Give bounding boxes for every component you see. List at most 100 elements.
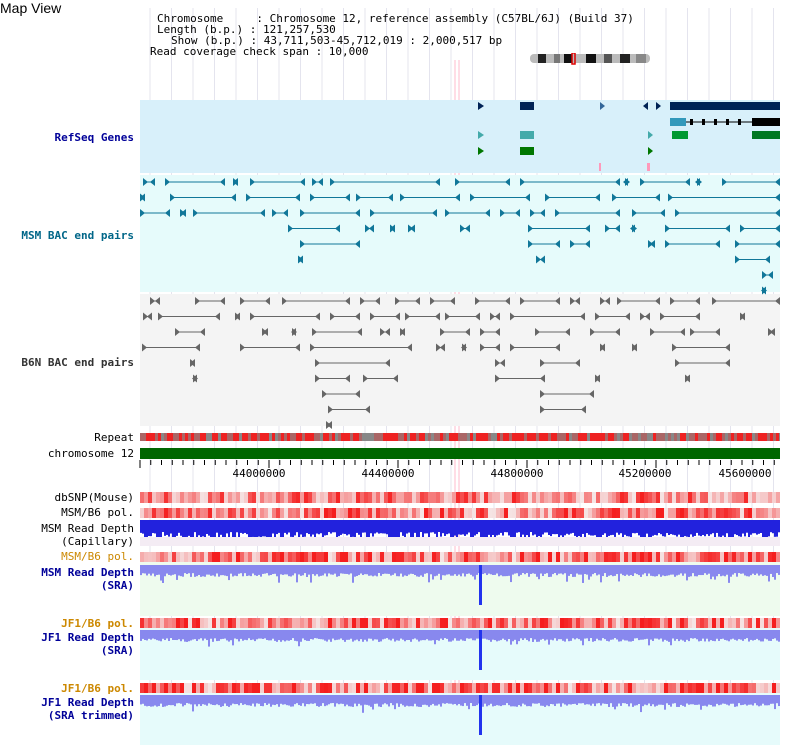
msm-sra-depth-bar [626, 565, 628, 575]
msm-sra-depth-bar [238, 565, 240, 574]
label-jf1-b6-pol[interactable]: JF1/B6 pol. [61, 617, 134, 630]
b6n-bac-pair [330, 312, 335, 321]
axis-tick-label: 44800000 [490, 467, 544, 480]
jf1-trimmed-depth-bar [644, 695, 646, 705]
label-b6n-bac[interactable]: B6N BAC end pairs [21, 356, 134, 369]
jf1-b6-pol-cell [164, 618, 168, 628]
msm-b6-pol-cell [240, 508, 244, 518]
label-jf1-b6-pol-2[interactable]: JF1/B6 pol. [61, 682, 134, 695]
dbsnp-cell [736, 492, 740, 503]
dbsnp-cell [684, 492, 688, 503]
repeat-block [302, 433, 305, 441]
chromosome-ideogram[interactable] [528, 53, 654, 65]
jf1-b6-pol-cell [616, 618, 620, 628]
msm-bac-pair [612, 193, 617, 202]
msm-capillary-depth-bar [208, 520, 210, 536]
label-msm-read-depth-sra[interactable]: MSM Read Depth [41, 566, 134, 579]
jf1-trimmed-depth-bar [598, 695, 600, 704]
msm-sra-depth-bar [754, 565, 756, 576]
jf1-trimmed-depth-bar [578, 695, 580, 704]
b6n-bac-pair [480, 328, 485, 336]
msm-b6-pol-cell [564, 508, 568, 518]
b6n-bac-pair [315, 312, 320, 321]
jf1-b6-pol-cell [184, 618, 188, 628]
dbsnp-cell [272, 492, 276, 503]
dbsnp-cell [532, 492, 536, 503]
msm-bac-pair [585, 240, 590, 248]
gene-feature [670, 118, 686, 126]
label-msm-bac[interactable]: MSM BAC end pairs [21, 229, 134, 242]
msm-capillary-depth-bar [702, 520, 704, 535]
label-repeat[interactable]: Repeat [94, 431, 134, 444]
msm-b6-pol-cell [656, 552, 660, 562]
msm-bac-pair [460, 224, 465, 233]
jf1-b6-pol-cell [752, 618, 756, 628]
msm-bac-pair [623, 178, 628, 186]
msm-capillary-depth-bar [678, 520, 680, 535]
label-chromosome[interactable]: chromosome 12 [47, 447, 134, 460]
msm-b6-pol-cell [448, 508, 452, 518]
repeat-block [605, 433, 608, 441]
repeat-block [170, 433, 173, 441]
msm-b6-pol-cell [436, 552, 440, 562]
jf1-trimmed-depth-bar [714, 695, 716, 707]
msm-capillary-depth-bar [248, 520, 250, 540]
jf1-trimmed-depth-bar [572, 695, 574, 705]
msm-bac-pair [312, 178, 317, 186]
dbsnp-cell [524, 492, 528, 503]
label-dbsnp[interactable]: dbSNP(Mouse) [54, 491, 134, 504]
jf1-b6-pol-cell [436, 683, 440, 693]
msm-capillary-depth-bar [688, 520, 690, 539]
jf1-b6-pol-cell [316, 618, 320, 628]
jf1-b6-pol-cell [256, 683, 260, 693]
repeat-block [275, 433, 278, 441]
label-refseq-genes[interactable]: RefSeq Genes [54, 131, 134, 144]
label-jf1-read-depth-trimmed[interactable]: JF1 Read Depth [41, 696, 134, 709]
dbsnp-cell [448, 492, 452, 503]
jf1-b6-pol-cell [744, 618, 748, 628]
jf1-b6-pol-cell [412, 683, 416, 693]
msm-b6-pol-cell [440, 552, 444, 562]
label-msm-read-depth-capillary[interactable]: MSM Read Depth [41, 522, 134, 535]
b6n-bac-pair [690, 328, 695, 336]
jf1-sra-depth-bar [642, 630, 644, 640]
jf1-trimmed-depth-bar [484, 695, 486, 704]
jf1-trimmed-depth-bar [664, 695, 666, 710]
msm-capillary-depth-bar [516, 520, 518, 533]
axis-tick-label: 45200000 [618, 467, 672, 480]
msm-b6-pol-cell [140, 552, 144, 562]
msm-capillary-depth-bar [762, 520, 764, 540]
label-msm-b6-pol-2[interactable]: MSM/B6 pol. [61, 550, 134, 563]
msm-capillary-depth-bar [446, 520, 448, 535]
label-jf1-read-depth-sra[interactable]: JF1 Read Depth [41, 631, 134, 644]
b6n-bac-pair [315, 359, 320, 367]
msm-bac-pair [725, 224, 730, 233]
msm-b6-pol-cell [196, 508, 200, 518]
jf1-b6-pol-cell [524, 683, 528, 693]
msm-sra-depth-bar [256, 565, 258, 576]
msm-sra-depth-bar [520, 565, 522, 575]
msm-capillary-depth-bar [694, 520, 696, 536]
jf1-sra-depth-bar [220, 630, 222, 640]
jf1-b6-pol-cell [420, 683, 424, 693]
jf1-b6-pol-cell [460, 618, 464, 628]
msm-b6-pol-cell [536, 508, 540, 518]
jf1-b6-pol-cell [352, 683, 356, 693]
msm-bac-pair [310, 193, 315, 202]
msm-sra-depth-bar [714, 565, 716, 580]
msm-b6-pol-cell [320, 552, 324, 562]
b6n-bac-pair [540, 405, 545, 414]
msm-capillary-depth-bar [438, 520, 440, 533]
jf1-trimmed-depth-bar [210, 695, 212, 705]
jf1-b6-pol-cell [224, 618, 228, 628]
b6n-bac-pair [660, 312, 665, 321]
jf1-trimmed-depth-bar [684, 695, 686, 707]
jf1-trimmed-depth-bar [548, 695, 550, 707]
msm-sra-depth-bar [594, 565, 596, 574]
label-msm-b6-pol[interactable]: MSM/B6 pol. [61, 506, 134, 519]
jf1-b6-pol-cell [388, 683, 392, 693]
msm-b6-pol-cell [216, 552, 220, 562]
repeat-block [569, 433, 572, 441]
jf1-trimmed-depth-bar [354, 695, 356, 704]
